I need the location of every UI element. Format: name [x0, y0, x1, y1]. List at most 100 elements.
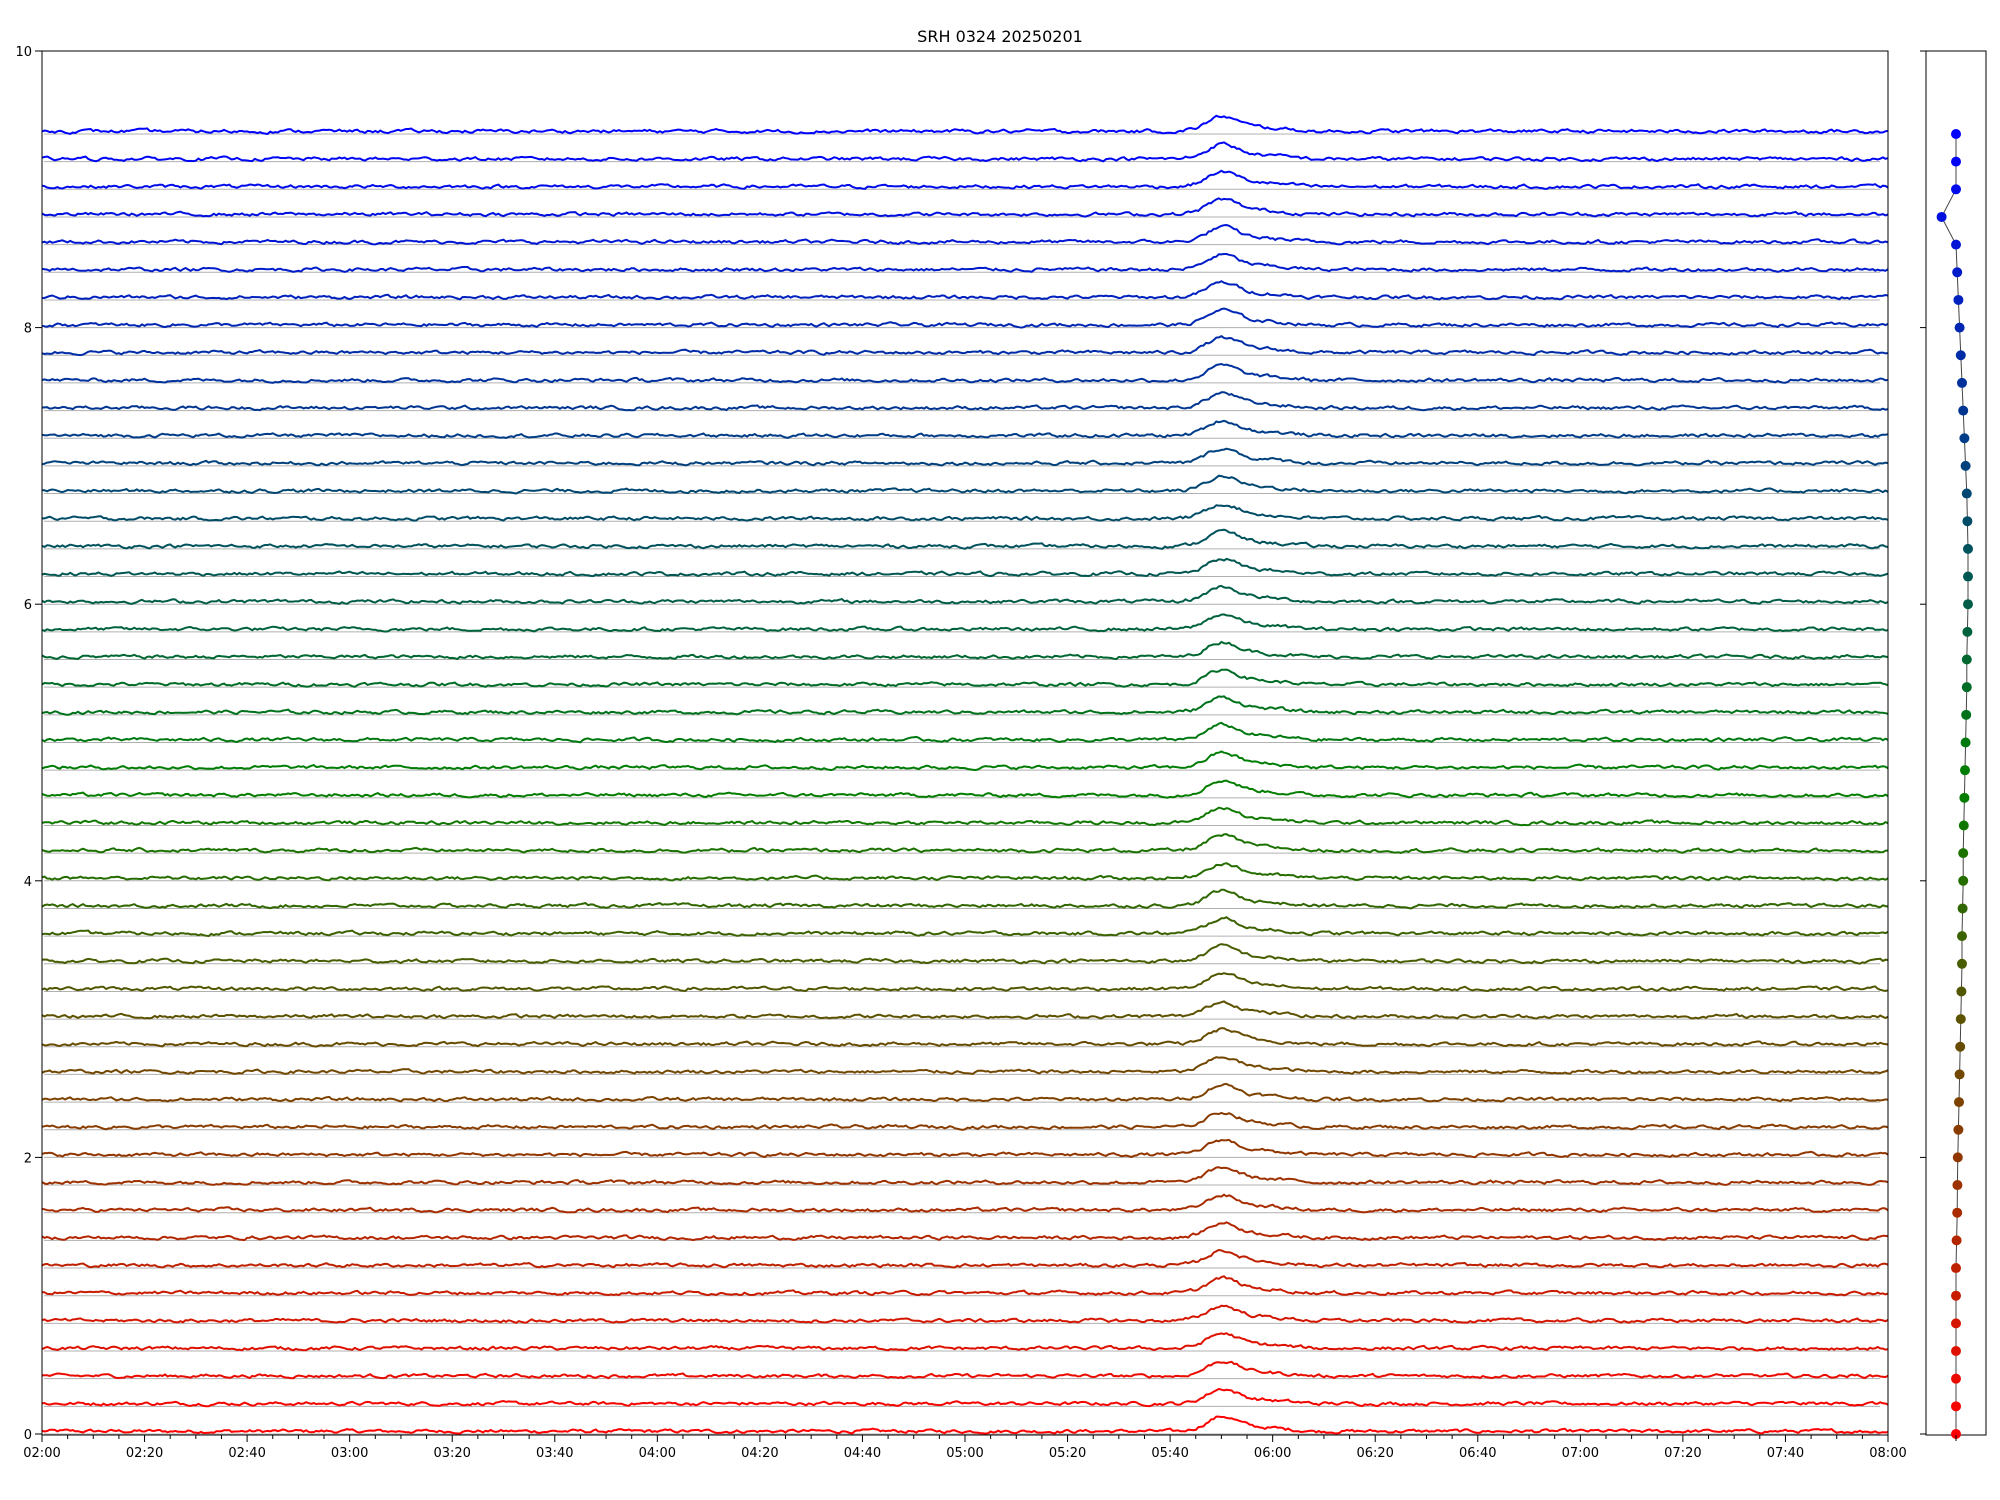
x-tick-label: 02:00: [23, 1446, 60, 1461]
trace-line: [42, 1387, 1889, 1408]
side-point: [1958, 848, 1969, 859]
trace-line: [41, 419, 1889, 440]
side-point: [1961, 709, 1972, 720]
side-point: [1955, 1041, 1966, 1052]
trace-line: [41, 391, 1889, 412]
y-tick-label: 6: [24, 598, 32, 613]
y-tick-label: 10: [15, 45, 32, 60]
side-point: [1959, 433, 1970, 444]
trace-line: [41, 1166, 1889, 1186]
side-panel-frame: [1925, 50, 1987, 1436]
trace-line: [41, 1027, 1889, 1048]
side-point: [1952, 1152, 1963, 1163]
trace-line: [41, 1111, 1889, 1131]
x-tick-label: 03:40: [536, 1446, 573, 1461]
trace-line: [41, 888, 1889, 910]
side-point: [1952, 267, 1963, 278]
trace-line: [42, 474, 1889, 495]
trace-line: [41, 141, 1889, 163]
side-point: [1961, 488, 1972, 499]
side-point: [1963, 543, 1973, 554]
side-point: [1953, 294, 1964, 305]
trace-line: [41, 695, 1889, 716]
side-point: [1951, 239, 1961, 250]
side-point: [1960, 737, 1971, 748]
x-tick-label: 08:00: [1869, 1446, 1906, 1461]
trace-line: [41, 1275, 1889, 1297]
trace-line: [41, 721, 1889, 744]
x-tick-label: 04:00: [639, 1446, 676, 1461]
trace-line: [41, 943, 1889, 965]
trace-line: [42, 504, 1889, 522]
x-tick-label: 05:20: [1049, 1446, 1086, 1461]
side-point: [1955, 1014, 1966, 1025]
x-tick-label: 06:00: [1254, 1446, 1291, 1461]
side-point: [1960, 460, 1971, 471]
x-tick-label: 06:20: [1356, 1446, 1393, 1461]
trace-line: [41, 806, 1889, 827]
trace-line: [41, 1221, 1889, 1242]
trace-line: [41, 640, 1889, 661]
x-tick-label: 06:40: [1459, 1446, 1496, 1461]
y-tick-label: 8: [24, 322, 32, 337]
side-point: [1951, 128, 1961, 139]
side-point: [1963, 599, 1973, 610]
side-point: [1952, 1207, 1963, 1218]
trace-line: [41, 335, 1889, 357]
side-point: [1958, 820, 1969, 831]
trace-line: [41, 613, 1889, 633]
x-axis: 02:00 02:20 02:40 03:00 03:20 03:40 04:00 04:20…: [23, 1435, 1907, 1461]
x-tick-label: 03:00: [331, 1446, 368, 1461]
trace-line: [41, 1332, 1889, 1352]
side-point: [1936, 211, 1947, 222]
trace-line: [41, 528, 1889, 550]
trace-line: [41, 584, 1889, 605]
trace-line: [41, 1304, 1889, 1325]
side-point: [1951, 1401, 1961, 1412]
y-axis: 0 2 4 6 8 10: [15, 45, 1926, 1443]
trace-line: [41, 362, 1889, 384]
side-point: [1954, 322, 1965, 333]
x-tick-label: 04:40: [844, 1446, 881, 1461]
side-point: [1957, 377, 1967, 388]
trace-line: [41, 1415, 1889, 1435]
side-point: [1958, 405, 1969, 416]
x-tick-label: 02:40: [228, 1446, 265, 1461]
side-point: [1951, 1263, 1961, 1274]
side-point: [1963, 571, 1973, 582]
y-tick-label: 0: [24, 1428, 32, 1443]
trace-line: [41, 197, 1889, 218]
side-point: [1954, 1069, 1965, 1080]
side-point: [1962, 626, 1973, 637]
side-point: [1956, 986, 1967, 997]
side-point: [1951, 184, 1961, 195]
x-tick-label: 04:20: [741, 1446, 778, 1461]
side-point: [1951, 1373, 1961, 1384]
x-tick-label: 05:40: [1151, 1446, 1188, 1461]
side-point: [1951, 1290, 1961, 1301]
trace-line: [41, 862, 1889, 882]
side-point: [1952, 1180, 1963, 1191]
side-point: [1958, 875, 1969, 886]
side-point: [1955, 350, 1966, 361]
trace-line: [41, 307, 1889, 329]
side-point: [1951, 156, 1961, 167]
side-point: [1961, 654, 1972, 665]
side-panel: [1936, 128, 1973, 1441]
side-point: [1951, 1346, 1961, 1357]
x-tick-label: 02:20: [126, 1446, 163, 1461]
trace-line: [41, 253, 1889, 273]
y-tick-label: 4: [24, 875, 32, 890]
y-tick-label: 2: [24, 1151, 32, 1166]
trace-line: [41, 280, 1889, 301]
x-tick-label: 07:00: [1562, 1446, 1599, 1461]
trace-line: [41, 1056, 1889, 1076]
traces: [41, 114, 1889, 1435]
side-point: [1957, 903, 1968, 914]
trace-line: [41, 916, 1889, 938]
side-point: [1960, 765, 1970, 776]
trace-line: [41, 1000, 1889, 1020]
side-point: [1953, 1124, 1964, 1135]
side-point: [1951, 1318, 1961, 1329]
